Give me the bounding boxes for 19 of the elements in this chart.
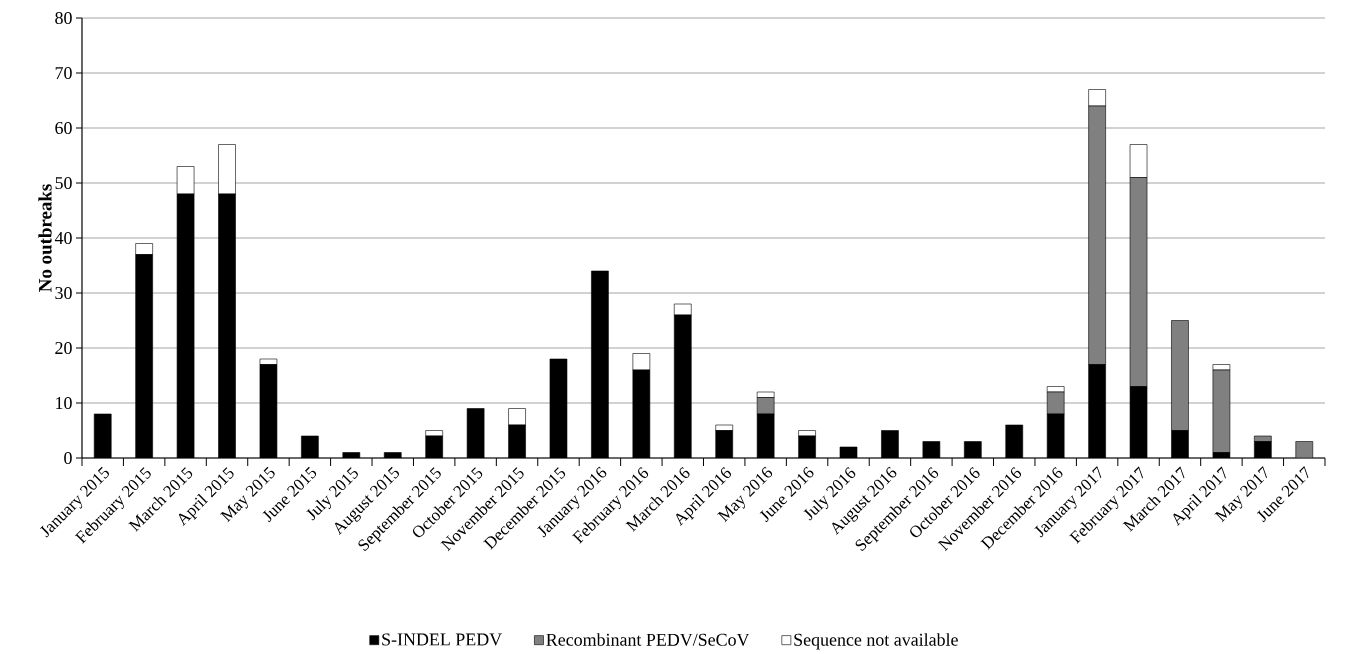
y-tick-label: 40 (54, 231, 72, 245)
bar (1129, 144, 1148, 178)
y-tick-label: 70 (55, 66, 72, 80)
y-tick-label: 20 (55, 341, 72, 355)
y-tick-label: 80 (55, 11, 72, 25)
y-axis-title: No outbreaks (38, 184, 52, 292)
bar (1171, 320, 1189, 431)
y-tick-label: 10 (56, 396, 72, 410)
legend-label: Sequence not available (794, 633, 958, 650)
y-tick-label: 60 (55, 121, 72, 135)
y-tick-label: 50 (55, 176, 72, 190)
y-tick-label: 0 (64, 451, 72, 465)
legend-label: Recombinant PEDV/SeCoV (546, 633, 750, 646)
bar (632, 353, 651, 371)
bar (508, 408, 526, 426)
bar (1088, 105, 1106, 365)
legend-label: S-INDEL PEDV (382, 633, 502, 646)
y-tick-label: 30 (55, 286, 72, 300)
bar (673, 303, 692, 316)
